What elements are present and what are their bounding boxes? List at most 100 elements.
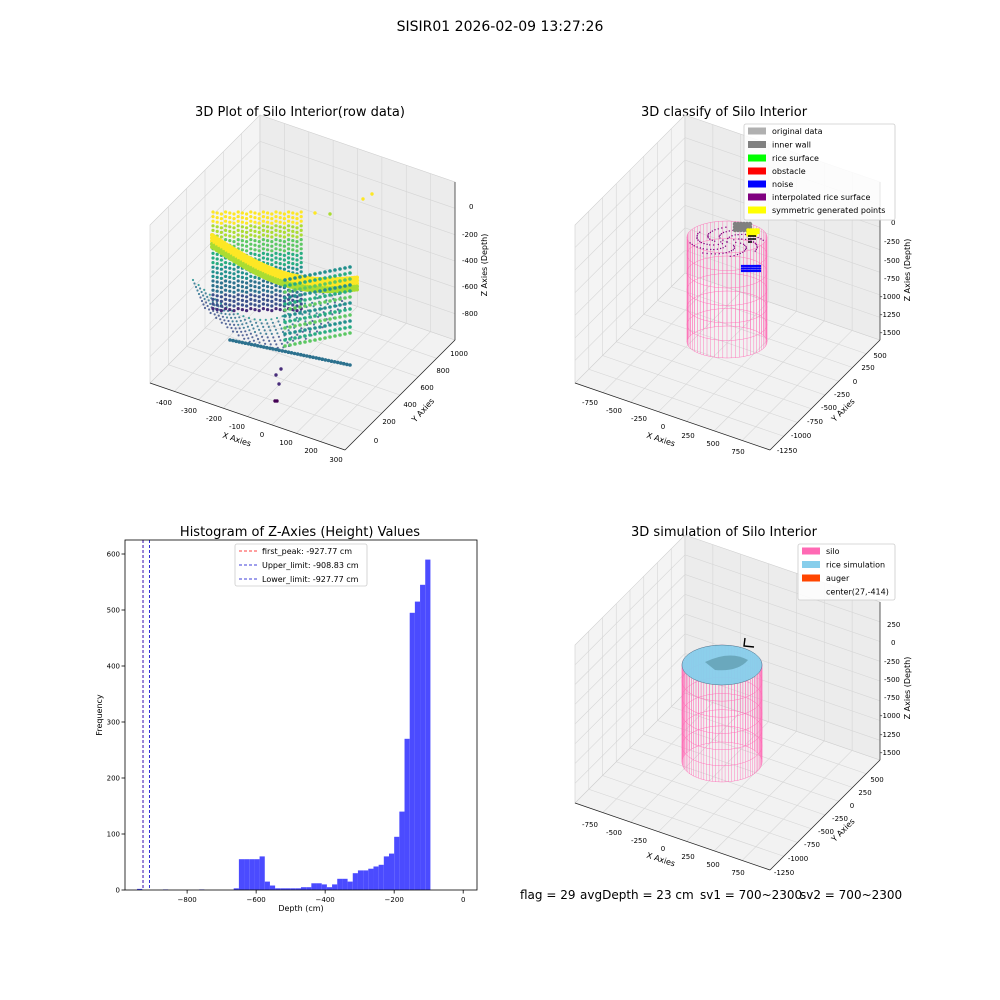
raw-point <box>288 343 292 347</box>
raw-point <box>236 242 240 246</box>
raw-point <box>266 239 270 243</box>
raw-point <box>298 335 302 339</box>
raw-point <box>215 280 219 284</box>
classify-point <box>721 243 724 245</box>
raw-point <box>211 279 215 283</box>
raw-point <box>211 293 215 297</box>
legend-entry: inner wall <box>748 141 811 150</box>
raw-point <box>253 294 257 298</box>
legend-swatch <box>802 561 820 568</box>
silo-ring <box>681 725 763 767</box>
raw-point <box>304 320 307 323</box>
classify-point <box>762 239 764 241</box>
simulation-y-tick: 250 <box>858 789 871 797</box>
raw-y-tick: 1000 <box>450 350 468 358</box>
raw-point <box>261 215 265 219</box>
simulation-x-tick: -250 <box>631 837 647 845</box>
x-axis-line <box>149 382 346 451</box>
raw-point <box>224 210 228 214</box>
raw-point <box>343 320 347 324</box>
raw-x-label: X Axies <box>221 431 252 449</box>
raw-point <box>261 224 265 228</box>
raw-point <box>228 338 232 342</box>
raw-title: 3D Plot of Silo Interior(row data) <box>195 105 405 120</box>
raw-point <box>274 228 278 232</box>
classify-y-tick: 0 <box>853 378 857 386</box>
raw-point <box>318 337 322 341</box>
raw-point <box>249 332 252 335</box>
silo-ring <box>681 709 763 750</box>
raw-point <box>253 308 257 312</box>
classify-point <box>730 250 733 252</box>
raw-point <box>278 266 282 270</box>
raw-point <box>236 307 240 311</box>
classify-point <box>707 237 709 239</box>
raw-point <box>245 212 249 216</box>
raw-point <box>197 292 201 296</box>
grid-line <box>643 313 839 382</box>
raw-point <box>249 274 253 278</box>
raw-point <box>283 296 287 300</box>
classify-point <box>717 243 719 246</box>
raw-point <box>274 251 278 255</box>
classify-point <box>745 246 747 248</box>
raw-point <box>308 279 312 283</box>
raw-point <box>255 344 260 348</box>
histogram-bar <box>264 881 270 890</box>
histogram-bar <box>414 601 421 890</box>
raw-point <box>293 300 297 304</box>
raw-point <box>253 211 257 215</box>
classify-title: 3D classify of Silo Interior <box>641 105 808 120</box>
raw-point <box>299 242 303 246</box>
raw-point <box>288 283 292 287</box>
raw-point <box>266 252 270 256</box>
raw-point <box>231 338 235 343</box>
raw-point <box>266 248 270 252</box>
raw-point <box>279 367 283 371</box>
raw-point <box>257 290 261 294</box>
raw-point <box>224 279 228 283</box>
raw-point <box>215 301 218 304</box>
raw-point <box>238 316 241 319</box>
raw-point <box>274 328 277 331</box>
histogram-bar <box>399 811 405 890</box>
classify-point <box>710 248 712 251</box>
raw-point <box>219 217 223 221</box>
raw-point <box>257 309 261 313</box>
classify-point <box>733 255 735 257</box>
classify-point <box>758 267 762 270</box>
raw-point <box>281 315 284 318</box>
classify-point <box>713 244 715 246</box>
raw-point <box>219 276 223 280</box>
classify-point <box>732 244 735 247</box>
raw-point <box>240 234 244 238</box>
silo-ring <box>686 273 768 306</box>
y-tick-label: 400 <box>107 663 120 671</box>
classify-point <box>748 235 750 237</box>
raw-point <box>318 313 322 317</box>
raw-point <box>228 229 232 233</box>
raw-point <box>253 330 257 334</box>
y-tick-label: 500 <box>107 607 120 615</box>
raw-point <box>293 336 297 340</box>
raw-point <box>333 301 336 304</box>
raw-point <box>299 210 303 214</box>
raw-point <box>291 248 295 252</box>
raw-point <box>287 233 291 237</box>
histogram-bar <box>368 868 374 890</box>
grid-line <box>223 309 419 377</box>
raw-point <box>323 282 327 286</box>
classify-point <box>744 233 747 236</box>
raw-point <box>249 219 253 223</box>
raw-point <box>246 342 251 346</box>
raw-point <box>323 288 327 292</box>
raw-point <box>288 295 292 299</box>
raw-point <box>313 332 317 336</box>
raw-point <box>243 337 246 340</box>
raw-point <box>298 275 302 279</box>
legend-label: rice surface <box>772 154 819 163</box>
histogram-legend: first_peak: -927.77 cm Upper_limit: -908.… <box>234 543 368 587</box>
classify-point <box>744 248 747 251</box>
raw-point <box>278 248 282 252</box>
classify-point <box>744 244 746 247</box>
